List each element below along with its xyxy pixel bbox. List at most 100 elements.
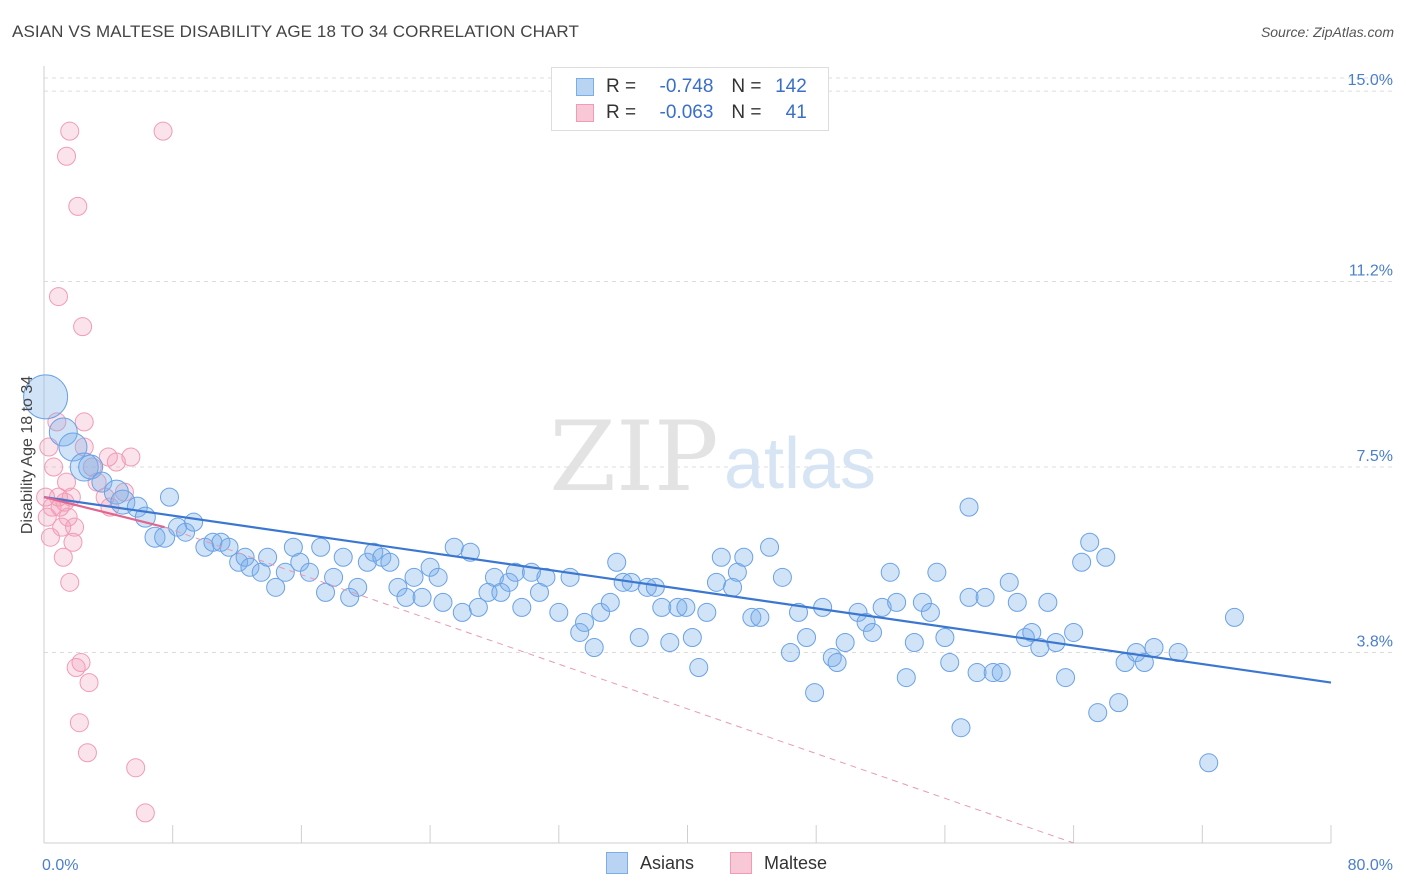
asian-point xyxy=(23,374,69,420)
asian-point xyxy=(927,562,947,582)
tick-labels: 3.8% 7.5% 11.2% 15.0% 0.0% 80.0% xyxy=(42,72,1393,874)
asian-point xyxy=(896,668,916,688)
maltese-swatch xyxy=(576,104,594,122)
maltese-legend-swatch xyxy=(730,852,752,874)
asian-point xyxy=(959,497,979,517)
asian-point xyxy=(904,632,924,652)
asian-point xyxy=(290,552,310,572)
maltese-point xyxy=(37,507,57,527)
asians-swatch xyxy=(576,78,594,96)
asian-point xyxy=(536,567,556,587)
asians-legend-swatch xyxy=(606,852,628,874)
maltese-point xyxy=(39,437,59,457)
asian-point xyxy=(652,597,672,617)
asian-point xyxy=(235,547,255,567)
asian-point xyxy=(499,572,519,592)
legend-row-maltese: R = -0.063 N = 41 xyxy=(576,102,807,124)
asian-point xyxy=(299,562,319,582)
maltese-point xyxy=(57,472,77,492)
asian-point xyxy=(760,537,780,557)
asian-point xyxy=(433,592,453,612)
asian-point xyxy=(380,552,400,572)
asian-point xyxy=(1080,532,1100,552)
asian-point xyxy=(468,597,488,617)
asian-point xyxy=(835,632,855,652)
asian-point xyxy=(920,602,940,622)
asian-point xyxy=(1038,592,1058,612)
asian-point xyxy=(1064,622,1084,642)
source-label: Source: ZipAtlas.com xyxy=(1260,24,1394,40)
maltese-point xyxy=(106,452,126,472)
y-tick-label: 7.5% xyxy=(1357,448,1393,465)
chart-title: ASIAN VS MALTESE DISABILITY AGE 18 TO 34… xyxy=(12,22,579,41)
x-tick-label-start: 0.0% xyxy=(42,857,78,874)
r-label: R = xyxy=(606,102,637,123)
x-tick-label-end: 80.0% xyxy=(1348,857,1393,874)
asian-point xyxy=(333,547,353,567)
watermark-atlas: atlas xyxy=(724,424,876,504)
asian-point xyxy=(959,587,979,607)
asian-point xyxy=(1134,653,1154,673)
asian-point xyxy=(734,547,754,567)
asian-point xyxy=(750,607,770,627)
asian-point xyxy=(549,602,569,622)
maltese-point xyxy=(58,507,78,527)
legend-item-asians: Asians xyxy=(606,852,694,874)
maltese-point xyxy=(79,673,99,693)
asians-trend-line xyxy=(43,496,1332,684)
asian-point xyxy=(689,658,709,678)
asian-points xyxy=(23,374,1244,773)
maltese-point xyxy=(135,803,155,823)
asian-point xyxy=(348,577,368,597)
maltese-point xyxy=(60,121,80,141)
asian-point xyxy=(711,547,731,567)
maltese-legend-label: Maltese xyxy=(764,852,828,873)
watermark: ZIP atlas xyxy=(549,401,876,513)
asian-point xyxy=(396,587,416,607)
r-label: R = xyxy=(606,76,637,97)
maltese-trend-line xyxy=(43,496,165,529)
asian-point xyxy=(452,602,472,622)
maltese-point xyxy=(73,317,93,337)
asian-point xyxy=(266,577,286,597)
asian-point xyxy=(258,547,278,567)
asian-point xyxy=(951,718,971,738)
asian-point xyxy=(975,587,995,607)
asian-point xyxy=(184,512,204,532)
n-label: N = xyxy=(731,102,762,123)
asian-point xyxy=(324,567,344,587)
asian-point xyxy=(827,653,847,673)
maltese-point xyxy=(44,457,64,477)
asian-point xyxy=(600,592,620,612)
asian-point xyxy=(1072,552,1092,572)
asian-point xyxy=(69,452,99,482)
asian-point xyxy=(983,663,1003,683)
asian-point xyxy=(967,663,987,683)
maltese-point xyxy=(69,713,89,733)
maltese-point xyxy=(74,412,94,432)
asian-point xyxy=(645,577,665,597)
asian-point xyxy=(629,627,649,647)
asian-point xyxy=(1144,637,1164,657)
asian-point xyxy=(676,597,696,617)
asian-point xyxy=(668,597,688,617)
asian-point xyxy=(428,567,448,587)
maltese-point xyxy=(121,447,141,467)
asian-point xyxy=(1199,753,1219,773)
asian-point xyxy=(999,572,1019,592)
maltese-point xyxy=(126,758,146,778)
y-tick-label: 11.2% xyxy=(1349,263,1393,280)
asian-point xyxy=(357,552,377,572)
n-label: N = xyxy=(731,76,762,97)
asian-point xyxy=(412,587,432,607)
asian-point xyxy=(91,471,113,493)
asian-point xyxy=(584,637,604,657)
maltese-points xyxy=(36,121,173,823)
r-value-maltese: -0.063 xyxy=(659,102,714,123)
asian-point xyxy=(575,612,595,632)
asian-point xyxy=(1088,703,1108,723)
maltese-point xyxy=(52,517,72,537)
asian-point xyxy=(742,607,762,627)
y-tick-label: 15.0% xyxy=(1348,72,1393,89)
